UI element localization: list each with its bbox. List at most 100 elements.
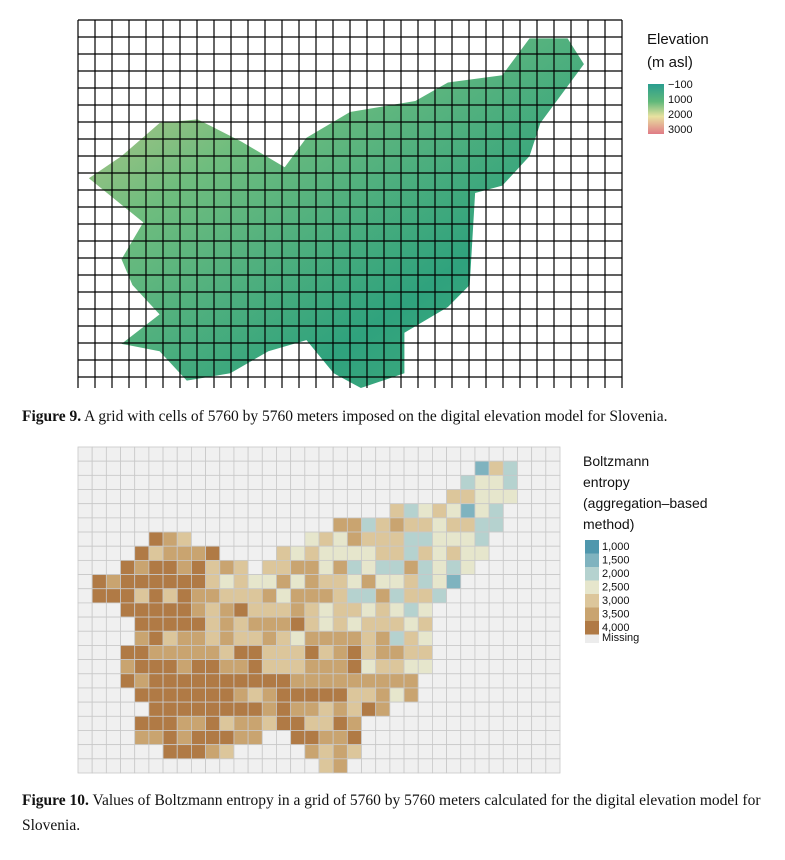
entropy-cell bbox=[375, 730, 391, 746]
entropy-cell bbox=[474, 645, 490, 661]
entropy-cell bbox=[290, 489, 306, 505]
entropy-cell bbox=[105, 744, 121, 760]
entropy-cell bbox=[148, 517, 164, 533]
legend-swatch bbox=[585, 607, 599, 621]
entropy-cell bbox=[417, 701, 433, 717]
entropy-cell bbox=[120, 630, 136, 646]
entropy-cell bbox=[361, 616, 377, 632]
entropy-cell bbox=[233, 531, 249, 547]
entropy-cell bbox=[460, 446, 476, 462]
entropy-cell bbox=[219, 701, 235, 717]
entropy-cell bbox=[346, 616, 362, 632]
entropy-cell bbox=[304, 503, 320, 519]
entropy-cell bbox=[460, 687, 476, 703]
entropy-cell bbox=[304, 715, 320, 731]
entropy-cell bbox=[191, 744, 206, 760]
entropy-cell bbox=[417, 503, 433, 519]
entropy-cell bbox=[233, 715, 249, 731]
entropy-cell bbox=[205, 559, 221, 575]
entropy-cell bbox=[219, 489, 235, 505]
entropy-cell bbox=[531, 758, 547, 774]
entropy-cell bbox=[403, 744, 419, 760]
entropy-cell bbox=[247, 574, 263, 590]
entropy-cell bbox=[446, 489, 462, 505]
entropy-cell bbox=[276, 588, 292, 604]
entropy-cell bbox=[233, 574, 249, 590]
entropy-cell bbox=[205, 446, 221, 462]
entropy-cell bbox=[488, 574, 504, 590]
entropy-cell bbox=[219, 503, 235, 519]
entropy-cell bbox=[247, 602, 263, 618]
entropy-cell bbox=[91, 645, 107, 661]
entropy-cell bbox=[304, 630, 320, 646]
entropy-cell bbox=[77, 715, 93, 731]
entropy-cell bbox=[247, 701, 263, 717]
entropy-cell bbox=[361, 630, 377, 646]
entropy-cell bbox=[162, 602, 178, 618]
entropy-cell bbox=[517, 531, 533, 547]
entropy-cell bbox=[432, 616, 447, 632]
entropy-cell bbox=[105, 715, 121, 731]
entropy-cell bbox=[389, 715, 405, 731]
entropy-cell bbox=[403, 659, 419, 675]
entropy-cell bbox=[105, 574, 121, 590]
entropy-cell bbox=[120, 744, 136, 760]
entropy-cell bbox=[247, 730, 263, 746]
legend-swatch bbox=[585, 580, 599, 594]
entropy-cell bbox=[105, 588, 121, 604]
entropy-cell bbox=[290, 474, 306, 490]
entropy-cell bbox=[276, 715, 292, 731]
entropy-cell bbox=[276, 758, 292, 774]
entropy-cell bbox=[205, 758, 221, 774]
entropy-cell bbox=[290, 559, 306, 575]
entropy-cell bbox=[134, 474, 150, 490]
entropy-cell bbox=[502, 574, 518, 590]
entropy-cell bbox=[91, 687, 107, 703]
entropy-cell bbox=[389, 545, 405, 561]
entropy-cell bbox=[233, 489, 249, 505]
entropy-cell bbox=[148, 574, 164, 590]
entropy-cell bbox=[361, 559, 377, 575]
entropy-cell bbox=[417, 602, 433, 618]
entropy-cell bbox=[233, 744, 249, 760]
entropy-cell bbox=[304, 517, 320, 533]
entropy-cell bbox=[502, 645, 518, 661]
entropy-cell bbox=[191, 531, 206, 547]
entropy-cell bbox=[502, 673, 518, 689]
entropy-cell bbox=[446, 474, 462, 490]
entropy-cell bbox=[375, 744, 391, 760]
entropy-cell bbox=[417, 616, 433, 632]
entropy-cell bbox=[332, 744, 348, 760]
entropy-cell bbox=[77, 730, 93, 746]
entropy-cell bbox=[219, 744, 235, 760]
entropy-cell bbox=[318, 602, 334, 618]
entropy-cell bbox=[474, 574, 490, 590]
entropy-cell bbox=[460, 503, 476, 519]
entropy-cell bbox=[148, 559, 164, 575]
entropy-cell bbox=[460, 659, 476, 675]
entropy-cell bbox=[403, 758, 419, 774]
entropy-cell bbox=[191, 446, 206, 462]
entropy-cell bbox=[432, 545, 447, 561]
entropy-cell bbox=[191, 659, 206, 675]
entropy-cell bbox=[276, 616, 292, 632]
entropy-cell bbox=[120, 659, 136, 675]
entropy-cell bbox=[346, 474, 362, 490]
entropy-cell bbox=[446, 616, 462, 632]
entropy-cell bbox=[517, 602, 533, 618]
entropy-cell bbox=[460, 474, 476, 490]
entropy-cell bbox=[205, 645, 221, 661]
entropy-cell bbox=[219, 446, 235, 462]
entropy-cell bbox=[176, 446, 192, 462]
entropy-cell bbox=[276, 460, 292, 476]
entropy-cell bbox=[474, 701, 490, 717]
entropy-cell bbox=[276, 701, 292, 717]
entropy-cell bbox=[446, 715, 462, 731]
entropy-cell bbox=[233, 545, 249, 561]
entropy-cell bbox=[134, 517, 150, 533]
entropy-cell bbox=[162, 460, 178, 476]
entropy-cell bbox=[318, 758, 334, 774]
entropy-cell bbox=[417, 517, 433, 533]
entropy-cell bbox=[162, 503, 178, 519]
